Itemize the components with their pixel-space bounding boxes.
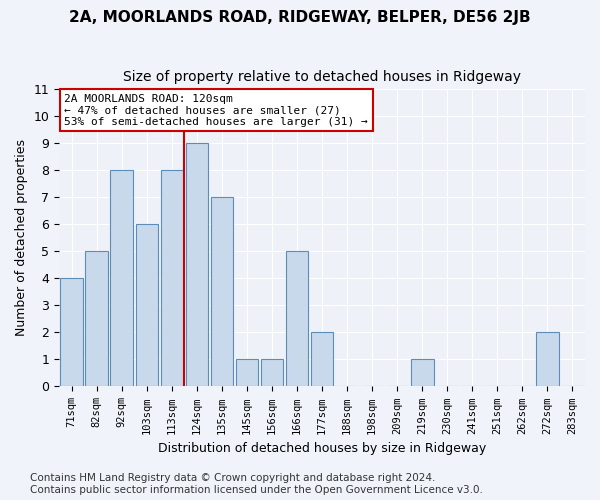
- Bar: [311, 332, 334, 386]
- Text: 2A MOORLANDS ROAD: 120sqm
← 47% of detached houses are smaller (27)
53% of semi-: 2A MOORLANDS ROAD: 120sqm ← 47% of detac…: [64, 94, 368, 127]
- Title: Size of property relative to detached houses in Ridgeway: Size of property relative to detached ho…: [123, 70, 521, 84]
- Bar: [185, 144, 208, 386]
- Text: 2A, MOORLANDS ROAD, RIDGEWAY, BELPER, DE56 2JB: 2A, MOORLANDS ROAD, RIDGEWAY, BELPER, DE…: [69, 10, 531, 25]
- Bar: [136, 224, 158, 386]
- Bar: [236, 360, 258, 386]
- Text: Contains HM Land Registry data © Crown copyright and database right 2024.
Contai: Contains HM Land Registry data © Crown c…: [30, 474, 483, 495]
- Bar: [411, 360, 434, 386]
- Bar: [536, 332, 559, 386]
- Bar: [286, 252, 308, 386]
- Bar: [211, 198, 233, 386]
- X-axis label: Distribution of detached houses by size in Ridgeway: Distribution of detached houses by size …: [158, 442, 486, 455]
- Y-axis label: Number of detached properties: Number of detached properties: [15, 140, 28, 336]
- Bar: [261, 360, 283, 386]
- Bar: [110, 170, 133, 386]
- Bar: [161, 170, 183, 386]
- Bar: [85, 252, 108, 386]
- Bar: [61, 278, 83, 386]
